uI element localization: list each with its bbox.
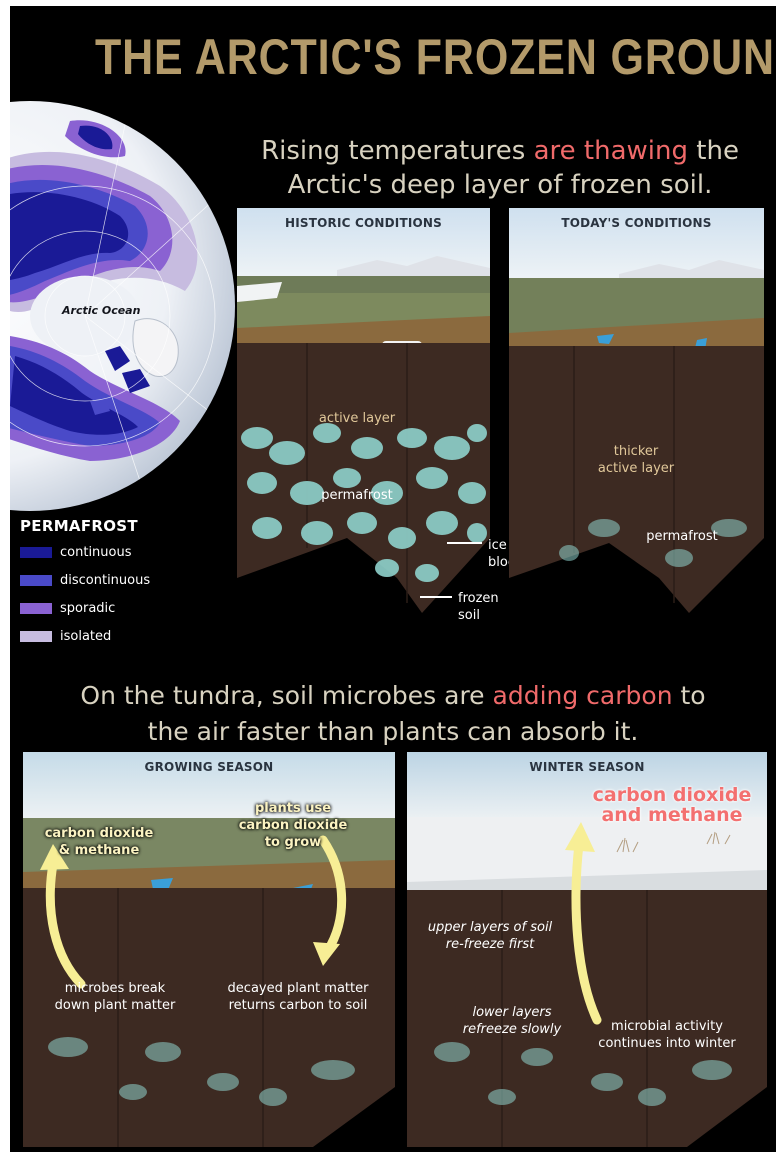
historic-title: HISTORIC CONDITIONS (284, 216, 443, 230)
permafrost-label: permafrost (321, 488, 393, 503)
active-layer-label: active layer (318, 411, 396, 426)
todays-title: TODAY'S CONDITIONS (561, 216, 712, 230)
legend-swatch (20, 602, 52, 614)
legend-item-discontinuous: discontinuous (20, 572, 150, 588)
heading-text: the air faster than plants can absorb it… (147, 717, 639, 746)
plants-use-co2-label: plants use carbon dioxide to grow (238, 801, 348, 850)
legend-item-continuous: continuous (20, 544, 132, 560)
winter-cross-section (407, 752, 767, 1147)
legend-item-isolated: isolated (20, 628, 111, 644)
arctic-ocean-label: Arctic Ocean (62, 304, 141, 317)
historic-cross-section (237, 208, 490, 613)
section2-heading: On the tundra, soil microbes are adding … (20, 678, 766, 750)
heading-text: On the tundra, soil microbes are (80, 681, 493, 710)
heading-text: Rising temperatures (261, 136, 534, 166)
heading-text: Arctic's deep layer of frozen soil. (287, 170, 713, 200)
legend-swatch (20, 574, 52, 586)
lower-layers-label: lower layers refreeze slowly (462, 1005, 562, 1037)
microbes-label: microbes break down plant matter (54, 981, 176, 1013)
thicker-active-layer-label: thicker active layer (597, 444, 675, 476)
legend-swatch (20, 630, 52, 642)
legend-label: sporadic (60, 600, 116, 616)
legend-item-sporadic: sporadic (20, 600, 115, 616)
heading-highlight: are thawing (533, 136, 688, 166)
legend-label: discontinuous (60, 572, 151, 588)
todays-conditions-panel: TODAY'S CONDITIONS thicker active layer p… (509, 208, 764, 618)
heading-text: the (688, 136, 739, 166)
page-title: THE ARCTIC'S FROZEN GROUND (95, 29, 776, 85)
decayed-matter-label: decayed plant matter returns carbon to so… (227, 981, 369, 1013)
winter-title: WINTER SEASON (529, 760, 645, 774)
winter-co2-label: carbon dioxide and methane (592, 784, 752, 826)
todays-cross-section (509, 208, 764, 613)
heading-text: to (672, 681, 706, 710)
legend-label: isolated (60, 628, 112, 644)
microbial-activity-label: microbial activity continues into winter (598, 1019, 736, 1051)
growing-season-panel: GROWING SEASON carbon dioxide & methane p… (23, 752, 395, 1147)
upper-layers-label: upper layers of soil re-freeze first (427, 920, 553, 952)
growing-title: GROWING SEASON (144, 760, 274, 774)
section1-heading: Rising temperatures are thawing the Arct… (235, 134, 765, 202)
historic-conditions-panel: HISTORIC CONDITIONS active layer permafr… (237, 208, 490, 618)
arctic-globe-map (10, 101, 235, 511)
heading-highlight: adding carbon (492, 681, 673, 710)
legend-swatch (20, 546, 52, 558)
frozen-soil-label: frozen soil (458, 591, 499, 623)
growing-cross-section (23, 752, 395, 1147)
legend-label: continuous (60, 544, 132, 560)
legend-title: PERMAFROST (20, 517, 138, 535)
growing-co2-label: carbon dioxide & methane (44, 826, 154, 858)
winter-season-panel: WINTER SEASON carbon dioxide and methane … (407, 752, 767, 1147)
infographic: THE ARCTIC'S FROZEN GROUND (10, 6, 776, 1152)
permafrost-label-today: permafrost (646, 529, 718, 544)
